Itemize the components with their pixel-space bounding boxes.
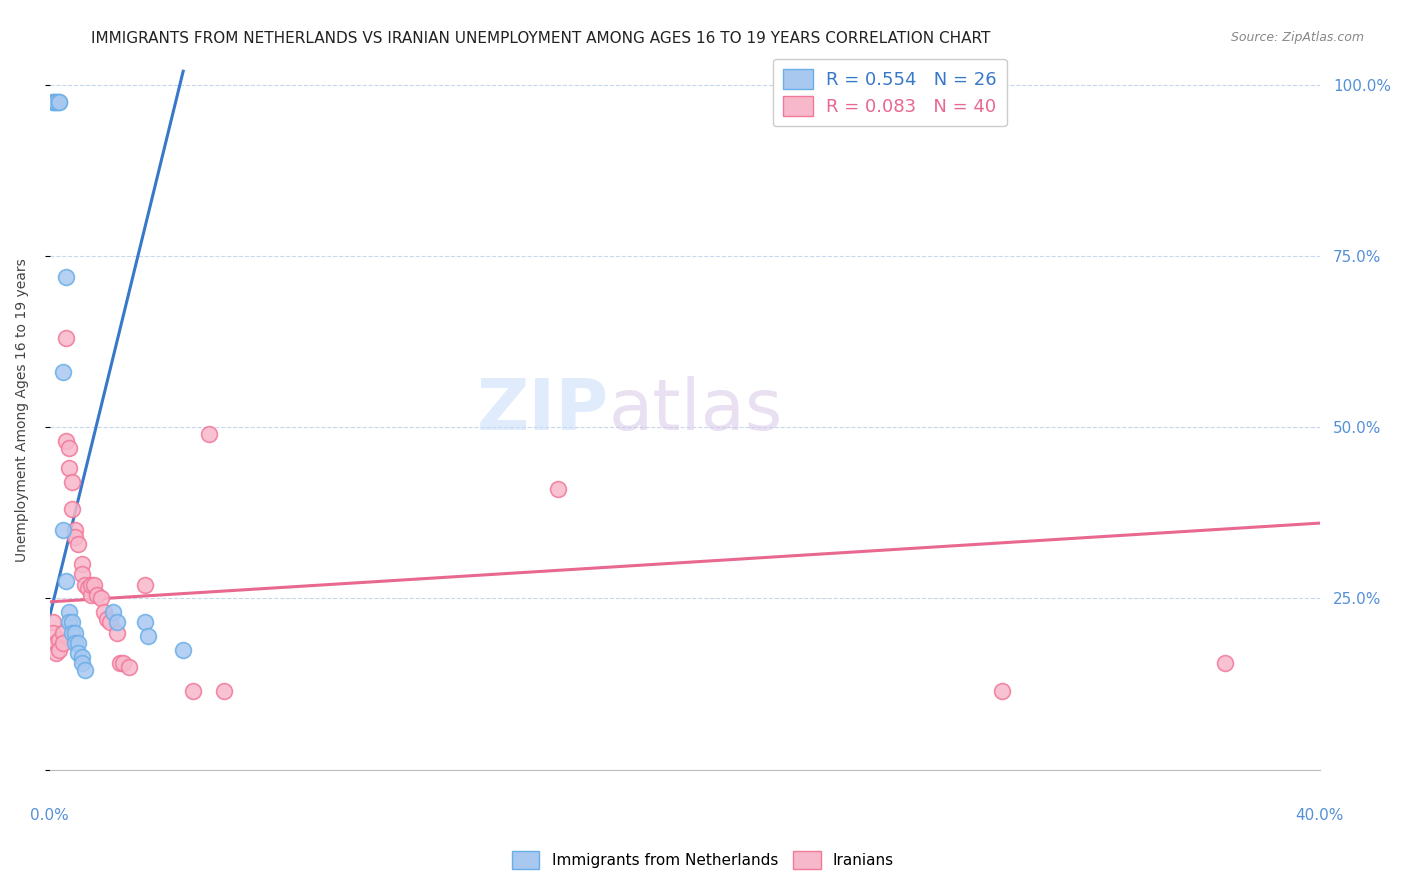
Point: [134, 578, 156, 592]
Point: [77, 581, 100, 595]
Point: [172, 642, 194, 657]
Point: [547, 482, 569, 496]
Point: [73, 663, 96, 677]
Text: atlas: atlas: [609, 376, 783, 444]
Point: [181, 683, 204, 698]
Point: [197, 427, 219, 442]
Point: [51, 523, 73, 537]
Point: [51, 366, 73, 380]
Text: 40.0%: 40.0%: [1295, 808, 1344, 823]
Point: [55, 331, 77, 345]
Point: [48, 632, 70, 647]
Point: [67, 646, 90, 660]
Point: [105, 615, 128, 630]
Point: [42, 625, 65, 640]
Point: [58, 441, 80, 455]
Point: [45, 95, 67, 109]
Point: [65, 625, 87, 640]
Point: [67, 536, 90, 550]
Legend: R = 0.554   N = 26, R = 0.083   N = 40: R = 0.554 N = 26, R = 0.083 N = 40: [773, 59, 1007, 127]
Text: IMMIGRANTS FROM NETHERLANDS VS IRANIAN UNEMPLOYMENT AMONG AGES 16 TO 19 YEARS CO: IMMIGRANTS FROM NETHERLANDS VS IRANIAN U…: [91, 31, 991, 46]
Point: [45, 95, 67, 109]
Point: [67, 636, 90, 650]
Point: [45, 646, 67, 660]
Point: [105, 625, 128, 640]
Point: [111, 657, 134, 671]
Point: [58, 461, 80, 475]
Point: [80, 578, 103, 592]
Point: [55, 574, 77, 589]
Point: [70, 657, 93, 671]
Text: 0.0%: 0.0%: [31, 808, 69, 823]
Point: [58, 605, 80, 619]
Point: [108, 657, 131, 671]
Point: [214, 683, 236, 698]
Point: [51, 636, 73, 650]
Point: [60, 502, 83, 516]
Point: [51, 625, 73, 640]
Point: [86, 588, 108, 602]
Point: [70, 567, 93, 582]
Point: [80, 588, 103, 602]
Point: [70, 649, 93, 664]
Point: [136, 629, 159, 643]
Point: [65, 636, 87, 650]
Point: [118, 660, 141, 674]
Point: [60, 625, 83, 640]
Point: [93, 605, 115, 619]
Point: [98, 615, 121, 630]
Point: [103, 605, 125, 619]
Point: [1213, 657, 1236, 671]
Point: [65, 523, 87, 537]
Legend: Immigrants from Netherlands, Iranians: Immigrants from Netherlands, Iranians: [506, 845, 900, 875]
Point: [96, 612, 118, 626]
Point: [55, 269, 77, 284]
Point: [42, 95, 65, 109]
Point: [60, 615, 83, 630]
Point: [90, 591, 112, 606]
Point: [45, 636, 67, 650]
Point: [991, 683, 1014, 698]
Point: [48, 642, 70, 657]
Point: [73, 578, 96, 592]
Point: [48, 95, 70, 109]
Point: [65, 530, 87, 544]
Point: [42, 95, 65, 109]
Point: [134, 615, 156, 630]
Text: Source: ZipAtlas.com: Source: ZipAtlas.com: [1230, 31, 1364, 45]
Point: [48, 95, 70, 109]
Point: [70, 557, 93, 571]
Point: [83, 578, 105, 592]
Y-axis label: Unemployment Among Ages 16 to 19 years: Unemployment Among Ages 16 to 19 years: [15, 259, 30, 562]
Point: [55, 434, 77, 448]
Text: ZIP: ZIP: [477, 376, 609, 444]
Point: [42, 615, 65, 630]
Point: [60, 475, 83, 489]
Point: [58, 615, 80, 630]
